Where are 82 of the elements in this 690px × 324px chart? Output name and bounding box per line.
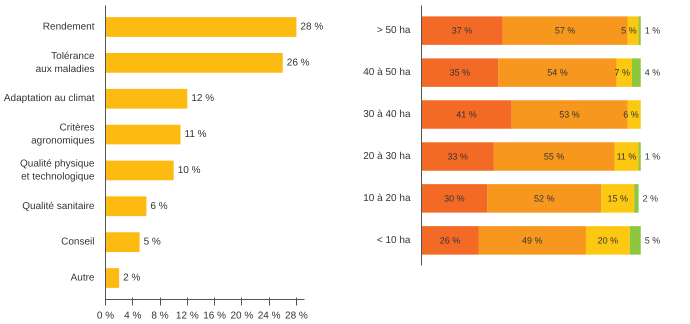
- data-label: 41 %: [456, 110, 477, 120]
- bar: [628, 16, 639, 45]
- data-label: 4 %: [644, 68, 660, 78]
- data-label: 52 %: [534, 193, 555, 204]
- data-label: 6 %: [623, 110, 639, 120]
- x-tick-label: 20 %: [230, 310, 254, 322]
- y-tick-label: 30 à 40 ha: [363, 109, 411, 120]
- data-label: 2 %: [123, 272, 140, 284]
- x-tick-label: 28 %: [285, 310, 308, 322]
- bar: [422, 142, 494, 171]
- bar: [106, 124, 181, 144]
- data-label: 15 %: [607, 193, 628, 204]
- data-label: 26 %: [286, 57, 310, 68]
- x-tick-label: 24 %: [258, 310, 281, 322]
- data-label: 1 %: [644, 26, 660, 36]
- y-tick-label: Adaptation au climat: [4, 93, 95, 104]
- data-label: 57 %: [554, 26, 576, 36]
- bar: [106, 196, 146, 216]
- y-tick-label: Tolérance aux maladies: [36, 50, 95, 75]
- bar: [422, 226, 479, 255]
- bar: [511, 100, 628, 129]
- data-label: 30 %: [444, 193, 465, 204]
- data-label: 10 %: [178, 164, 201, 176]
- bar: [494, 142, 614, 171]
- y-tick-label: Conseil: [61, 236, 95, 248]
- y-tick-label: Qualité physique et technologique: [20, 158, 95, 183]
- bar: [422, 16, 503, 45]
- bar: [422, 100, 512, 129]
- y-tick-label: 40 à 50 ha: [363, 67, 411, 78]
- data-label: 28 %: [300, 22, 324, 33]
- y-tick-label: 20 à 30 ha: [363, 150, 411, 162]
- bar: [616, 58, 632, 87]
- x-tick-label: 12 %: [176, 310, 199, 322]
- bar: [487, 184, 602, 213]
- data-label: 12 %: [191, 93, 214, 104]
- x-tick-label: 8 %: [151, 310, 169, 322]
- data-label: 53 %: [559, 110, 580, 120]
- bar: [106, 17, 296, 37]
- data-label: 1 %: [644, 151, 660, 162]
- data-label: 6 %: [150, 200, 168, 212]
- data-label: 2 %: [642, 193, 658, 204]
- y-tick-label: 10 à 20 ha: [363, 192, 411, 204]
- bar: [634, 184, 639, 213]
- bar: [628, 100, 641, 129]
- x-tick-label: 4 %: [124, 310, 142, 322]
- x-tick-label: 0 %: [96, 310, 114, 322]
- data-label: 37 %: [452, 26, 472, 36]
- bar: [422, 58, 498, 87]
- data-label: 35 %: [450, 68, 470, 78]
- bar: [630, 226, 641, 255]
- data-label: 5 %: [644, 235, 660, 246]
- bar: [498, 58, 617, 87]
- data-label: 11 %: [184, 129, 207, 140]
- bar: [478, 226, 586, 255]
- bar: [614, 142, 639, 171]
- data-label: 20 %: [598, 235, 618, 246]
- bar: [586, 226, 630, 255]
- y-tick-label: Rendement: [42, 22, 95, 33]
- data-label: 5 %: [144, 236, 161, 248]
- data-label: 55 %: [544, 151, 564, 162]
- data-label: 5 %: [621, 26, 637, 36]
- y-tick-label: > 50 ha: [376, 25, 411, 36]
- data-label: 49 %: [522, 235, 542, 246]
- bar: [106, 88, 188, 109]
- data-label: 33 %: [447, 151, 468, 162]
- bar: [106, 53, 283, 73]
- x-tick-label: 16 %: [203, 310, 226, 322]
- bar: [106, 160, 174, 180]
- data-label: 7 %: [614, 68, 630, 78]
- bar: [106, 232, 140, 252]
- y-tick-label: Critères agronomiques: [31, 122, 95, 147]
- data-label: 26 %: [440, 235, 460, 246]
- y-tick-label: Qualité sanitaire: [22, 200, 95, 212]
- bar: [422, 184, 488, 213]
- y-tick-label: < 10 ha: [376, 234, 411, 246]
- bar: [106, 268, 120, 288]
- data-label: 54 %: [547, 68, 568, 78]
- data-label: 11 %: [616, 151, 636, 162]
- y-tick-label: Autre: [70, 272, 95, 284]
- bar: [632, 58, 641, 87]
- bar: [502, 16, 628, 45]
- bar: [601, 184, 634, 213]
